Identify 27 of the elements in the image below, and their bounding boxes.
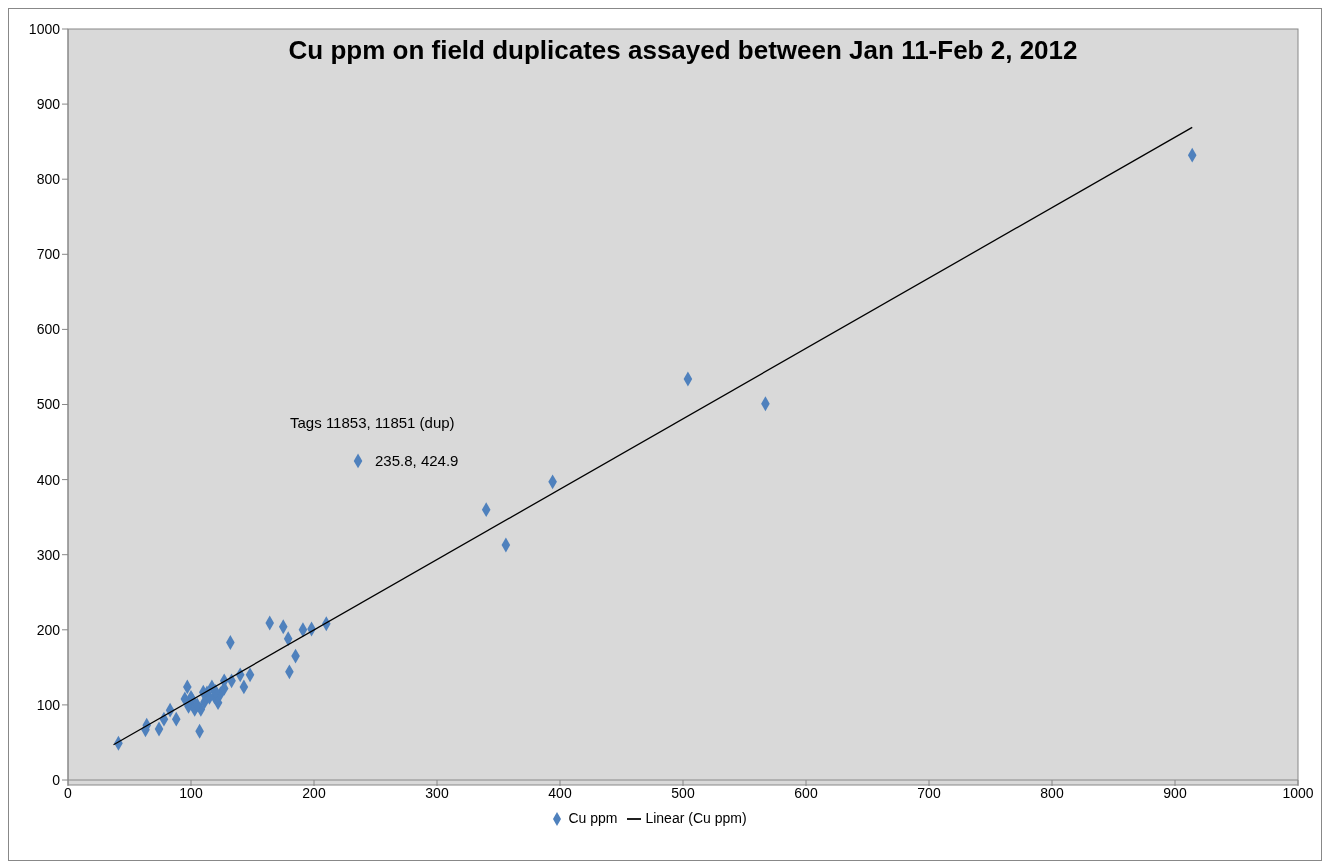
y-tick-label: 800 (36, 171, 61, 188)
y-tick-label: 1000 (28, 20, 61, 37)
y-tick-label: 300 (36, 546, 61, 563)
legend-label: Cu ppm (568, 810, 618, 826)
y-tick-label: 200 (36, 621, 61, 638)
y-tick-label: 900 (36, 96, 61, 113)
x-tick-label: 100 (179, 784, 203, 801)
x-tick-label: 900 (1163, 784, 1187, 801)
x-tick-label: 400 (548, 784, 572, 801)
x-tick-label: 800 (1040, 784, 1064, 801)
x-tick-label: 1000 (1282, 784, 1314, 801)
x-tick-label: 0 (64, 784, 73, 801)
x-tick-label: 600 (794, 784, 818, 801)
y-tick-label: 100 (36, 696, 61, 713)
y-tick-label: 0 (52, 771, 61, 788)
y-tick-label: 700 (36, 246, 61, 263)
x-tick-label: 200 (302, 784, 326, 801)
legend-label: Linear (Cu ppm) (645, 810, 747, 826)
y-tick-label: 400 (36, 471, 61, 488)
annotation: 235.8, 424.9 (375, 451, 459, 469)
annotation: Tags 11853, 11851 (dup) (290, 413, 455, 431)
x-tick-label: 500 (671, 784, 695, 801)
x-tick-label: 700 (917, 784, 941, 801)
chart-title: Cu ppm on field duplicates assayed between Jan 11-Feb 2, 2012 (287, 35, 1079, 66)
y-tick-label: 500 (36, 396, 61, 413)
y-tick-label: 600 (36, 321, 61, 338)
x-tick-label: 300 (425, 784, 449, 801)
